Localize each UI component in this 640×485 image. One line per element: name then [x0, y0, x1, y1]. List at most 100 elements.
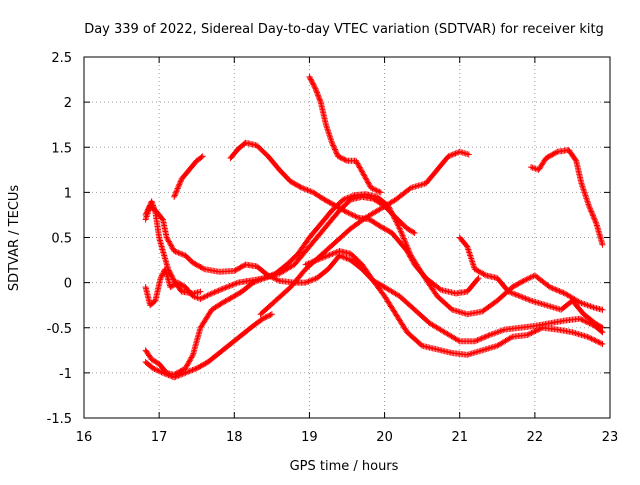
data-point: [387, 207, 394, 214]
data-point: [173, 188, 180, 195]
data-point: [151, 366, 158, 373]
data-point: [320, 254, 327, 261]
data-point: [173, 373, 180, 380]
data-point: [235, 265, 242, 272]
data-point: [592, 219, 599, 226]
data-point: [524, 275, 531, 282]
data-point: [295, 182, 302, 189]
data-point: [522, 295, 529, 302]
series-arc-g: [227, 139, 482, 297]
data-point: [411, 229, 418, 236]
data-point: [472, 266, 479, 273]
data-point: [348, 193, 355, 200]
data-point: [193, 365, 200, 372]
data-point: [307, 188, 314, 195]
data-point: [338, 206, 345, 213]
data-point: [175, 372, 182, 379]
data-point: [338, 155, 345, 162]
data-point: [527, 274, 534, 281]
data-point: [196, 263, 203, 270]
data-point: [587, 207, 594, 214]
data-point: [474, 337, 481, 344]
data-point: [368, 184, 375, 191]
data-point: [223, 297, 230, 304]
data-point: [274, 277, 281, 284]
data-point: [341, 196, 348, 203]
data-point: [509, 284, 516, 291]
data-point: [265, 273, 272, 280]
data-point: [178, 371, 185, 378]
data-point: [325, 252, 332, 259]
data-point: [306, 259, 313, 266]
data-point: [311, 84, 318, 91]
data-point: [548, 284, 555, 291]
data-point: [345, 209, 352, 216]
y-tick-label: -1: [59, 367, 72, 382]
data-point: [271, 271, 278, 278]
data-point: [262, 274, 269, 281]
data-point: [313, 257, 320, 264]
data-point: [306, 277, 313, 284]
data-point: [264, 313, 271, 320]
data-point: [478, 269, 485, 276]
data-point: [159, 369, 166, 376]
data-point: [167, 269, 174, 276]
y-axis-label: SDTVAR / TECUs: [7, 185, 22, 292]
data-point: [555, 287, 562, 294]
data-point: [165, 372, 172, 379]
data-point: [176, 250, 183, 257]
data-point: [576, 315, 583, 322]
data-point: [263, 313, 270, 320]
data-point: [397, 226, 404, 233]
data-point: [531, 328, 538, 335]
x-tick-label: 17: [151, 430, 168, 445]
data-point: [341, 156, 348, 163]
data-point: [309, 79, 316, 86]
data-point: [544, 154, 551, 161]
data-point: [326, 199, 333, 206]
data-point: [528, 330, 535, 337]
y-tick-label: 1: [64, 186, 72, 201]
data-point: [204, 292, 211, 299]
data-point: [197, 288, 204, 295]
data-point: [208, 290, 215, 297]
data-point: [465, 151, 472, 158]
data-point: [154, 367, 161, 374]
data-point: [323, 197, 330, 204]
data-point: [344, 209, 350, 216]
data-point: [599, 241, 606, 248]
data-point: [549, 151, 556, 158]
data-point: [152, 366, 159, 373]
data-point: [398, 229, 405, 236]
data-point: [192, 261, 199, 268]
data-point: [552, 286, 559, 293]
data-point: [598, 323, 605, 330]
data-point: [335, 204, 342, 211]
data-point: [546, 284, 553, 291]
data-point: [322, 197, 329, 204]
data-point: [250, 279, 257, 286]
data-point: [518, 279, 525, 286]
data-point: [353, 213, 360, 220]
tick-layer: 16 17 18 19 20 21 22 23 -1.5 -1 -0.5 0 0.5 1 1.5 2 2.5: [47, 51, 619, 445]
data-point: [143, 209, 150, 216]
data-point: [308, 77, 315, 84]
data-point: [261, 315, 268, 322]
data-point: [171, 374, 178, 381]
data-point: [343, 195, 350, 202]
data-point: [589, 336, 596, 343]
data-point: [480, 271, 487, 278]
data-point: [337, 205, 344, 212]
data-point: [473, 337, 480, 344]
data-point: [514, 292, 521, 299]
data-point: [478, 335, 485, 342]
data-point: [550, 150, 557, 157]
data-point: [302, 279, 309, 286]
data-point: [192, 365, 199, 372]
data-point: [485, 332, 492, 339]
data-point: [512, 291, 519, 298]
data-point: [509, 290, 516, 297]
y-tick-label: -1.5: [47, 412, 72, 427]
data-point: [306, 73, 313, 80]
data-point: [145, 206, 152, 213]
